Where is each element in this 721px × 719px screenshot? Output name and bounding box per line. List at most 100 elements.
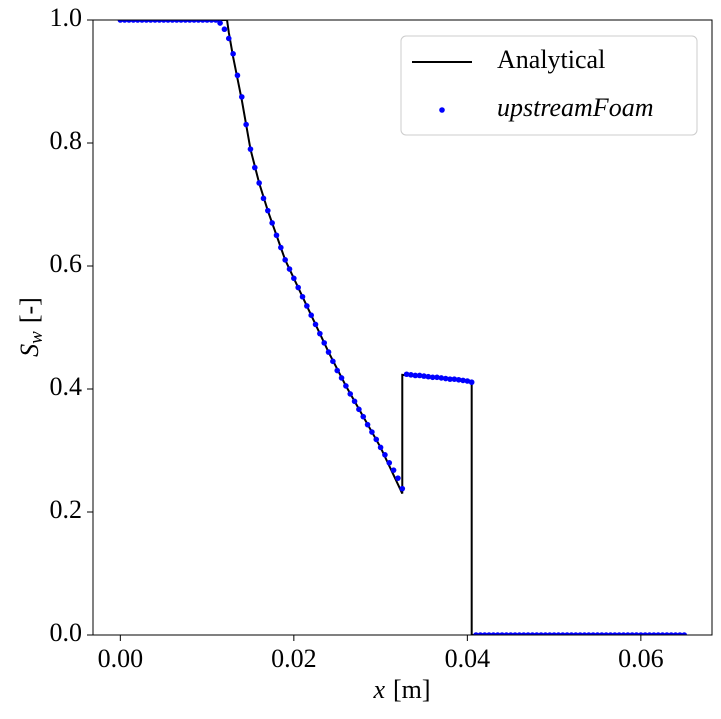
data-point <box>607 632 614 635</box>
data-point <box>429 374 436 381</box>
data-point <box>668 632 675 635</box>
y-tick-label: 1.0 <box>50 3 83 32</box>
data-point <box>468 379 475 386</box>
data-point <box>568 632 575 635</box>
data-point <box>659 632 666 635</box>
data-point <box>473 632 479 635</box>
data-point <box>273 232 280 239</box>
data-point <box>321 340 328 346</box>
data-point <box>347 391 354 397</box>
data-point <box>408 372 414 378</box>
data-point <box>494 632 501 635</box>
data-point <box>330 358 336 365</box>
data-point <box>529 632 536 635</box>
data-point <box>477 632 484 635</box>
data-point <box>338 375 345 381</box>
y-tick-label: 0.4 <box>50 372 83 401</box>
data-point <box>282 257 288 263</box>
data-point <box>382 452 388 458</box>
y-tick-label: 0.0 <box>50 618 83 647</box>
data-point <box>130 20 137 23</box>
y-tick-label: 0.6 <box>50 249 83 278</box>
data-point <box>390 467 397 473</box>
data-point <box>243 121 249 128</box>
data-point <box>225 35 232 42</box>
data-point <box>369 429 375 435</box>
data-point <box>438 375 445 381</box>
data-point <box>343 383 349 389</box>
data-point <box>208 20 215 23</box>
data-point <box>503 632 510 635</box>
data-point <box>455 376 462 383</box>
data-point <box>121 20 128 23</box>
x-tick-label: 0.00 <box>98 644 144 673</box>
data-point <box>399 485 406 492</box>
data-point <box>165 20 171 23</box>
data-point <box>186 20 193 23</box>
data-point <box>169 20 176 23</box>
data-point <box>217 20 223 26</box>
data-point <box>230 51 236 57</box>
data-point <box>260 195 267 202</box>
data-point <box>238 94 245 100</box>
data-point <box>586 632 592 635</box>
data-point <box>651 632 657 635</box>
data-point <box>425 373 432 380</box>
data-point <box>664 632 670 635</box>
legend-box <box>400 35 698 136</box>
data-point <box>481 632 488 635</box>
data-point <box>655 632 662 635</box>
data-point <box>295 284 301 291</box>
data-point <box>516 632 523 635</box>
data-point <box>421 373 427 379</box>
data-point <box>304 303 310 309</box>
data-point <box>364 421 371 428</box>
data-point <box>572 632 579 635</box>
x-unit: [m] <box>393 675 431 704</box>
data-point <box>143 20 150 23</box>
data-point <box>442 375 449 382</box>
y-axis-label: Sw [-] <box>15 297 47 357</box>
data-point <box>278 244 284 251</box>
data-point <box>546 632 553 635</box>
y-subscript: w <box>26 331 47 344</box>
data-point <box>234 72 241 79</box>
data-point <box>373 436 380 443</box>
data-point <box>672 632 679 635</box>
data-point <box>559 632 566 635</box>
data-point <box>299 293 306 300</box>
data-point <box>542 632 549 635</box>
data-point <box>412 372 419 379</box>
data-point <box>117 20 124 23</box>
data-point <box>646 632 653 635</box>
data-point <box>160 20 167 23</box>
data-point <box>204 20 210 23</box>
data-point <box>182 20 189 23</box>
x-symbol: x <box>372 675 385 704</box>
data-point <box>199 20 206 23</box>
data-point <box>642 632 648 635</box>
data-point <box>464 378 471 384</box>
data-point <box>629 632 635 635</box>
data-point <box>638 632 644 635</box>
data-point <box>551 632 557 635</box>
data-point <box>625 632 631 635</box>
data-point <box>395 475 401 481</box>
data-point <box>360 413 367 420</box>
data-point <box>286 266 293 272</box>
data-point <box>251 164 258 171</box>
x-tick-label: 0.02 <box>271 644 317 673</box>
data-point <box>581 632 588 635</box>
y-unit: [-] <box>15 297 44 323</box>
data-point <box>533 632 540 635</box>
data-point <box>317 330 323 337</box>
data-point <box>139 20 145 23</box>
data-point <box>221 26 228 33</box>
data-point <box>147 20 154 23</box>
data-point <box>620 632 627 635</box>
plot-area <box>117 20 688 635</box>
data-point <box>633 632 640 635</box>
data-point <box>325 349 332 355</box>
data-point <box>507 632 514 635</box>
